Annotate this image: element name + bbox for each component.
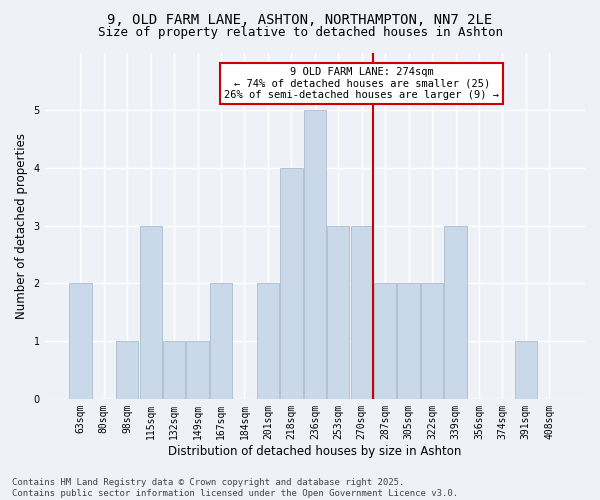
Bar bbox=[327, 226, 349, 399]
Text: 9 OLD FARM LANE: 274sqm
← 74% of detached houses are smaller (25)
26% of semi-de: 9 OLD FARM LANE: 274sqm ← 74% of detache… bbox=[224, 67, 499, 100]
Bar bbox=[140, 226, 162, 399]
X-axis label: Distribution of detached houses by size in Ashton: Distribution of detached houses by size … bbox=[168, 444, 461, 458]
Bar bbox=[397, 284, 420, 399]
Bar bbox=[257, 284, 279, 399]
Bar bbox=[210, 284, 232, 399]
Bar bbox=[116, 341, 139, 399]
Y-axis label: Number of detached properties: Number of detached properties bbox=[15, 132, 28, 318]
Bar bbox=[421, 284, 443, 399]
Bar bbox=[374, 284, 397, 399]
Bar bbox=[163, 341, 185, 399]
Bar bbox=[69, 284, 92, 399]
Bar bbox=[350, 226, 373, 399]
Text: Size of property relative to detached houses in Ashton: Size of property relative to detached ho… bbox=[97, 26, 503, 39]
Bar bbox=[280, 168, 302, 399]
Bar bbox=[515, 341, 537, 399]
Text: 9, OLD FARM LANE, ASHTON, NORTHAMPTON, NN7 2LE: 9, OLD FARM LANE, ASHTON, NORTHAMPTON, N… bbox=[107, 12, 493, 26]
Text: Contains HM Land Registry data © Crown copyright and database right 2025.
Contai: Contains HM Land Registry data © Crown c… bbox=[12, 478, 458, 498]
Bar bbox=[304, 110, 326, 399]
Bar bbox=[187, 341, 209, 399]
Bar bbox=[445, 226, 467, 399]
